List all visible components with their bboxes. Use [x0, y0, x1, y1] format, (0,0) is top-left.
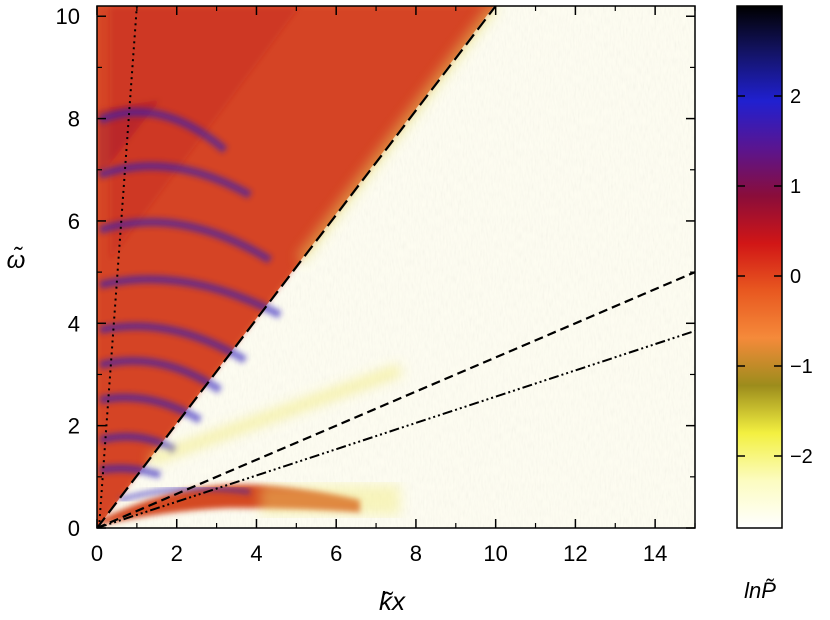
- line-dashed: [97, 271, 695, 528]
- x-tick-label: 6: [330, 541, 342, 566]
- y-tick-label: 10: [56, 4, 80, 29]
- colorbar-label: lnP̃: [744, 578, 776, 603]
- y-axis-ticks: 0 2 4 6 8 10: [56, 4, 695, 541]
- line-long-dashed: [97, 6, 497, 528]
- x-axis-label: k̃x: [379, 586, 406, 616]
- wedge-edge-glow: [148, 6, 498, 465]
- y-tick-label: 0: [68, 516, 80, 541]
- x-tick-label: 12: [563, 541, 587, 566]
- y-tick-label: 4: [68, 311, 80, 336]
- colorbar-tick-label: −1: [790, 356, 813, 378]
- y-tick-label: 2: [68, 414, 80, 439]
- colorbar-tick-label: 1: [790, 176, 801, 198]
- low-frequency-band: [100, 484, 400, 525]
- colorbar: 2 1 0 −1 −2 lnP̃: [736, 5, 813, 603]
- y-tick-label: 8: [68, 107, 80, 132]
- y-tick-label: 6: [68, 209, 80, 234]
- colorbar-tick-label: 2: [790, 86, 801, 108]
- colorbar-tick-label: −2: [790, 446, 813, 468]
- x-tick-label: 2: [171, 541, 183, 566]
- x-tick-label: 10: [483, 541, 507, 566]
- x-tick-label: 0: [91, 541, 103, 566]
- colorbar-frame: [736, 5, 783, 529]
- y-axis-label: ω̃: [7, 247, 26, 274]
- heatmap-plot-area: 0 2 4 6 8 10 12 14 0 2 4 6 8 10 k̃x ω̃: [7, 4, 696, 616]
- x-tick-label: 8: [410, 541, 422, 566]
- heatmap-image: [97, 6, 695, 528]
- x-axis-ticks: 0 2 4 6 8 10 12 14: [91, 6, 696, 566]
- blue-band-structure: [98, 108, 282, 479]
- colorbar-tick-label: 0: [790, 266, 801, 288]
- overlay-lines: [97, 6, 695, 528]
- plot-frame: [96, 5, 696, 529]
- colorbar-ticks: 2 1 0 −1 −2: [737, 86, 813, 468]
- x-tick-label: 4: [250, 541, 262, 566]
- line-dash-triple-dot: [97, 330, 695, 528]
- colorbar-ramp: [737, 6, 782, 528]
- x-tick-label: 14: [643, 541, 667, 566]
